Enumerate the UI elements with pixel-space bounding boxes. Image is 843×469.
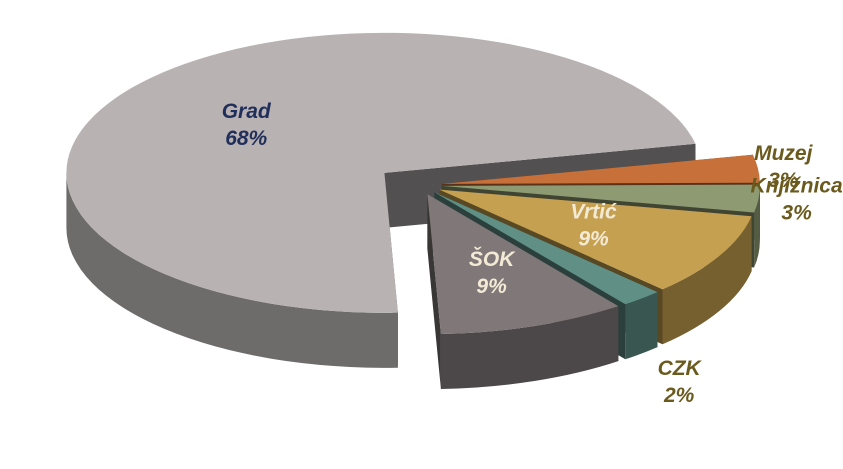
slice-value-label: 3% — [781, 202, 812, 225]
slice-value-label: 2% — [663, 384, 695, 407]
slice-label: CZK — [658, 357, 703, 380]
slice — [439, 189, 752, 290]
slice-label: Knjižnica — [750, 175, 843, 198]
slice-value-label: 68% — [225, 127, 267, 150]
slice-label: Muzej — [754, 142, 814, 165]
slice — [427, 194, 619, 334]
slice-value-label: 3% — [768, 169, 799, 192]
slice-wall — [662, 216, 752, 345]
slice-wall — [440, 306, 619, 389]
slice — [441, 154, 760, 184]
slice-wall — [754, 185, 760, 268]
slice — [66, 32, 696, 313]
slice-value-label: 9% — [578, 228, 609, 251]
slice-label: Grad — [222, 100, 272, 123]
slice — [434, 192, 658, 305]
slice-side — [427, 194, 441, 389]
slice — [441, 184, 760, 213]
slice-label: Vrtić — [570, 201, 617, 224]
slice-wall — [66, 172, 398, 368]
slice-wall — [625, 292, 658, 360]
slice-label: ŠOK — [469, 247, 516, 271]
slice-value-label: 9% — [476, 275, 507, 298]
